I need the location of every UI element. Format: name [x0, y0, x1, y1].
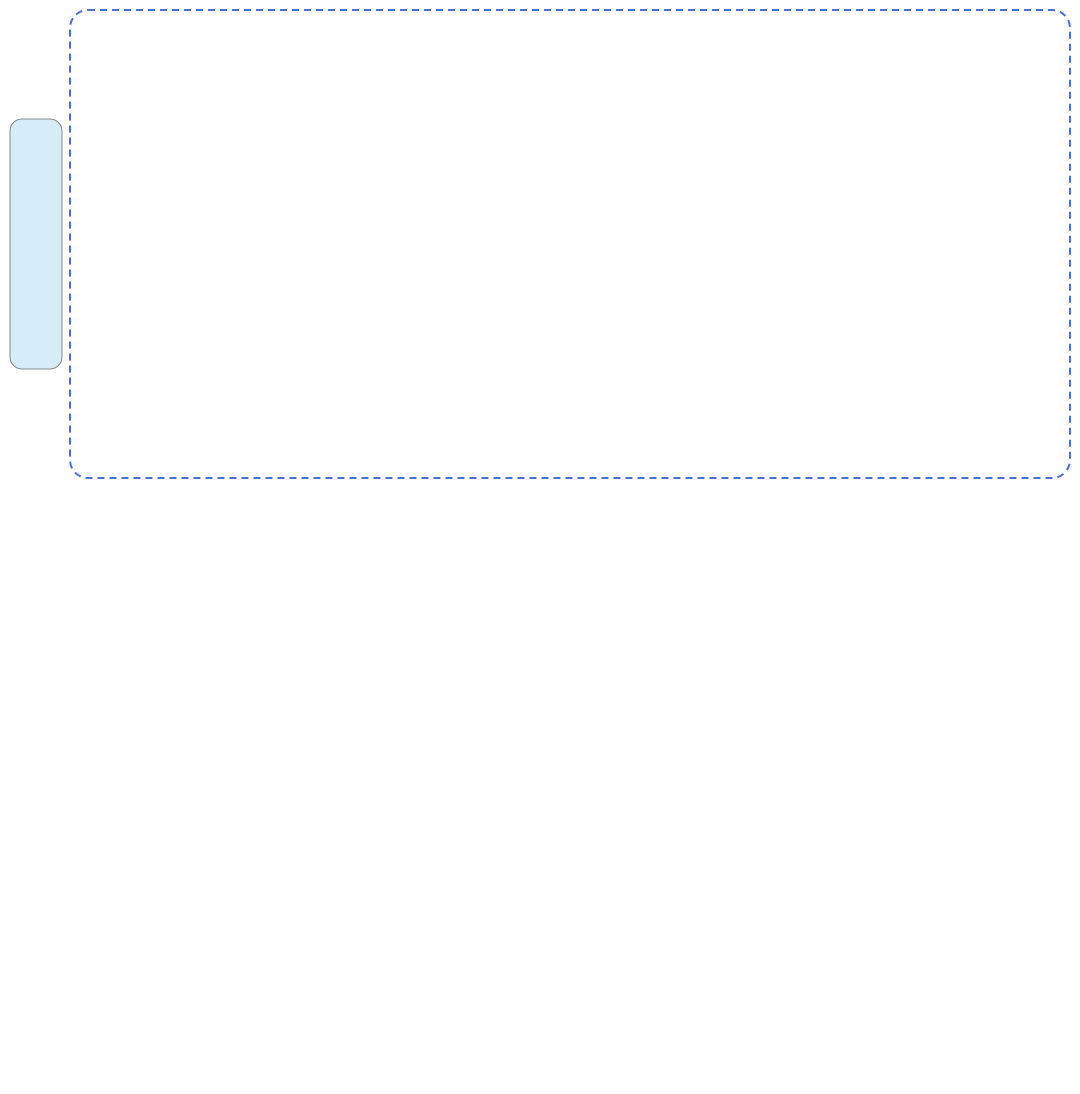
section-border	[70, 10, 1070, 478]
section-label-bg	[10, 119, 62, 369]
